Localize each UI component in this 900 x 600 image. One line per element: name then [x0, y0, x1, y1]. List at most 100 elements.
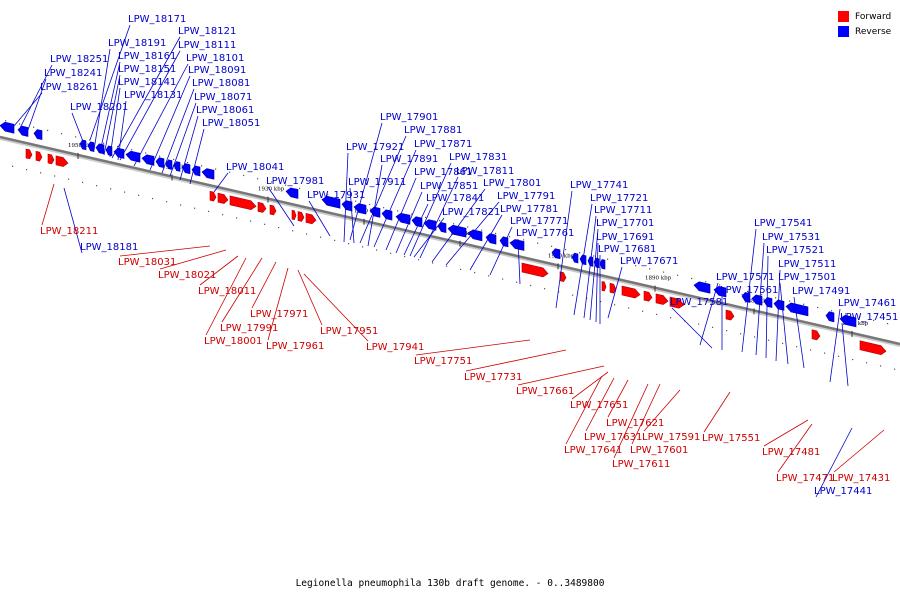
reverse-gene: [467, 229, 483, 242]
reverse-gene-label: LPW_17871: [414, 139, 472, 150]
reverse-gene-label: LPW_17801: [483, 178, 541, 189]
reverse-gene-label: LPW_17831: [449, 152, 507, 163]
reverse-gene-label-leader: [595, 242, 599, 323]
forward-gene-label-leader: [777, 423, 813, 473]
row-dot: [852, 358, 854, 361]
reverse-gene-label-leader: [63, 187, 83, 254]
reverse-gene-label-leader: [409, 162, 452, 257]
forward-gene-label-leader: [41, 183, 55, 226]
row-dot: [768, 339, 770, 341]
forward-gene: [291, 209, 297, 221]
row-dot: [299, 187, 301, 189]
reverse-gene: [79, 139, 87, 151]
row-dot: [789, 300, 791, 302]
reverse-swatch: [838, 26, 849, 37]
reverse-gene-label-leader: [779, 282, 789, 365]
reverse-gene: [141, 154, 155, 166]
row-dot: [257, 178, 259, 180]
reverse-gene-label-leader: [93, 48, 111, 151]
row-dot: [271, 181, 273, 183]
reverse-gene: [155, 157, 165, 169]
reverse-gene-label: LPW_17711: [594, 205, 652, 216]
row-dot: [733, 287, 735, 289]
row-dot: [327, 194, 329, 196]
forward-gene-label: LPW_17591: [642, 432, 700, 443]
legend: Forward Reverse: [838, 9, 891, 39]
forward-gene-label-leader: [159, 249, 227, 270]
forward-gene-label: LPW_17961: [266, 341, 324, 352]
row-dot: [236, 217, 238, 219]
reverse-gene-label-leader: [99, 61, 121, 153]
row-dot: [82, 181, 84, 184]
row-dot: [383, 207, 385, 209]
row-dot: [61, 133, 63, 135]
row-dot: [19, 123, 21, 125]
reverse-gene-label-leader: [413, 217, 445, 258]
row-dot: [117, 145, 119, 148]
row-dot: [446, 265, 448, 267]
forward-gene-label-leader: [607, 379, 629, 418]
row-dot: [334, 239, 336, 242]
reverse-gene-label: LPW_18041: [226, 162, 284, 173]
reverse-gene: [773, 299, 785, 311]
forward-gene: [305, 213, 317, 225]
row-dot: [166, 201, 168, 203]
row-dot: [26, 168, 28, 171]
row-dot: [607, 258, 609, 260]
reverse-gene-label: LPW_18141: [118, 77, 176, 88]
reverse-gene-label-leader: [395, 191, 423, 254]
row-dot: [54, 175, 56, 177]
forward-gene: [859, 340, 887, 355]
forward-gene-label: LPW_17621: [606, 418, 664, 429]
forward-gene-label: LPW_17601: [630, 445, 688, 456]
row-dot: [180, 204, 182, 206]
reverse-gene-label-leader: [27, 78, 47, 131]
row-dot: [243, 174, 245, 177]
reverse-gene-label: LPW_17511: [778, 259, 836, 270]
reverse-gene-label-leader: [671, 307, 713, 349]
reverse-gene-label-leader: [161, 88, 195, 174]
row-dot: [530, 284, 532, 287]
row-dot: [558, 291, 560, 293]
forward-gene: [669, 296, 685, 309]
reverse-gene-label-leader: [765, 255, 769, 359]
forward-gene-label-leader: [205, 257, 247, 336]
reverse-gene: [447, 224, 467, 238]
reverse-gene: [17, 125, 29, 137]
row-dot: [460, 268, 462, 270]
row-dot: [761, 294, 763, 296]
reverse-gene-label-leader: [385, 177, 417, 251]
reverse-gene: [381, 209, 393, 221]
forward-gene: [209, 190, 217, 202]
forward-gene: [521, 262, 549, 278]
row-dot: [145, 152, 147, 154]
row-dot: [159, 155, 161, 157]
reverse-gene-label-leader: [431, 188, 486, 263]
row-dot: [369, 203, 371, 206]
reverse-gene-label: LPW_18201: [70, 102, 128, 113]
row-dot: [649, 268, 651, 270]
reverse-gene-label-leader: [117, 100, 127, 161]
forward-gene-label-leader: [643, 389, 681, 432]
reverse-gene-label-leader: [841, 322, 849, 387]
reverse-gene-label-leader: [308, 200, 331, 237]
forward-gene-label: LPW_17991: [220, 323, 278, 334]
row-dot: [565, 248, 567, 251]
row-dot: [845, 313, 847, 315]
reverse-gene-label-leader: [349, 122, 383, 241]
row-dot: [152, 197, 154, 200]
reverse-gene-label-leader: [517, 238, 521, 285]
reverse-gene-label-leader: [213, 172, 229, 193]
row-dot: [250, 220, 252, 222]
axis-shadow: [0, 137, 900, 347]
reverse-gene-label-leader: [699, 282, 719, 346]
tick-label: 1930 kbp: [258, 187, 285, 193]
forward-gene-label: LPW_18021: [158, 270, 216, 281]
row-dot: [831, 310, 833, 312]
forward-gene-label: LPW_17971: [250, 309, 308, 320]
reverse-gene-label: LPW_18181: [80, 242, 138, 253]
reverse-gene: [173, 161, 181, 172]
row-dot: [5, 120, 7, 122]
forward-gene: [601, 281, 607, 292]
